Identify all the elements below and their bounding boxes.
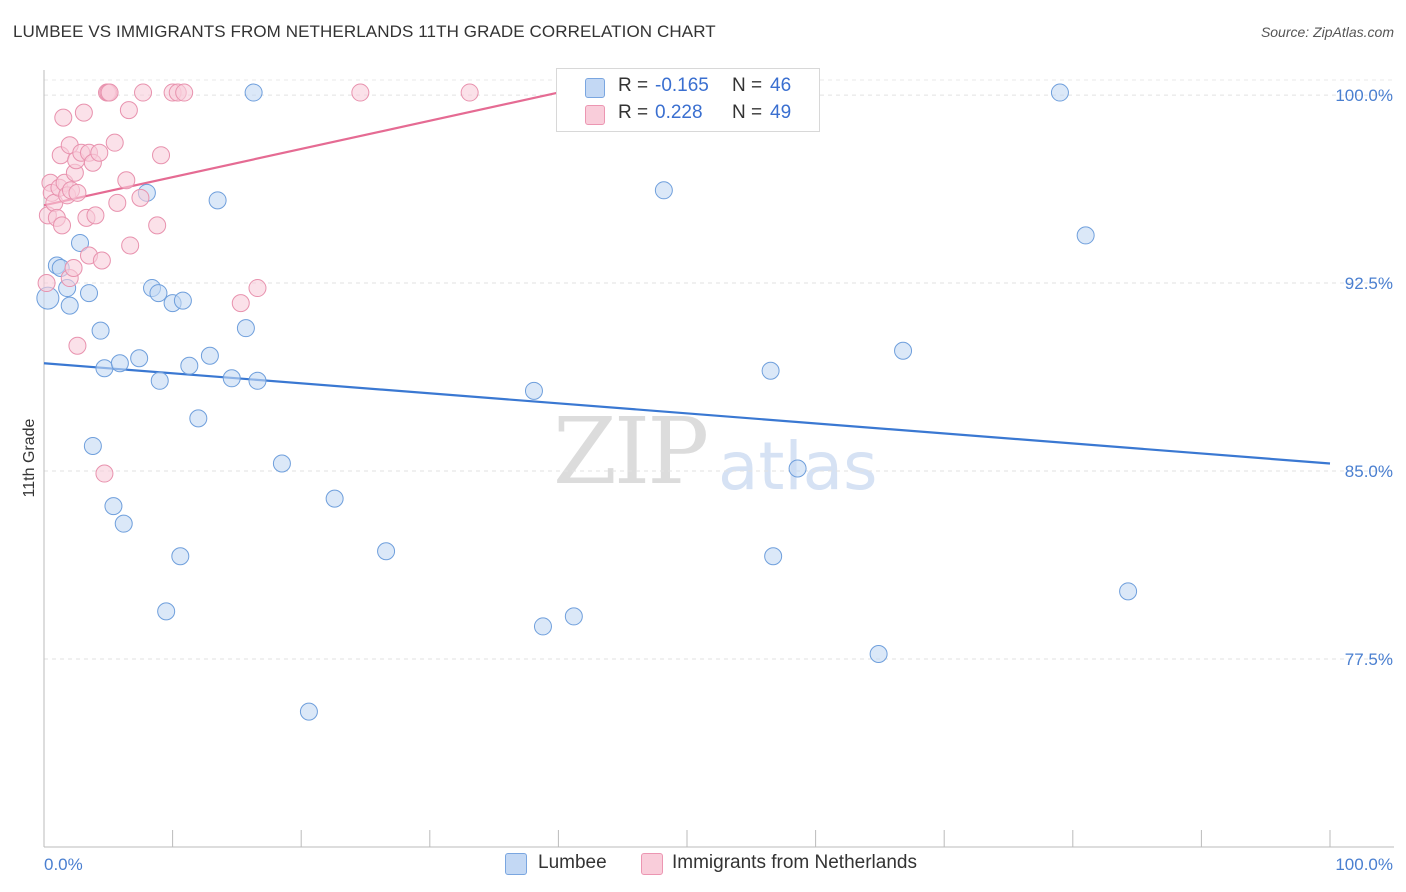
netherlands-point [152, 146, 171, 165]
y-tick-label: 77.5% [1345, 650, 1393, 669]
y-tick-label: 85.0% [1345, 462, 1393, 481]
lumbee-point [377, 542, 396, 561]
netherlands-point [131, 188, 150, 207]
netherlands-point [90, 143, 109, 162]
netherlands-point [68, 183, 87, 202]
legend-r-label: R = [618, 75, 649, 96]
netherlands-point [86, 206, 105, 225]
y-tick-label: 100.0% [1335, 86, 1393, 105]
netherlands-point [351, 83, 370, 102]
trend-lines [43, 91, 1331, 465]
lumbee-point [80, 284, 99, 303]
lumbee-point [200, 346, 219, 365]
netherlands-point [105, 133, 124, 152]
lumbee-point [524, 381, 543, 400]
lumbee-point [272, 454, 291, 473]
legend-label-netherlands: Immigrants from Netherlands [672, 852, 917, 873]
netherlands-point [231, 294, 250, 313]
legend-swatch-netherlands [585, 105, 605, 125]
x-tick-label: 0.0% [44, 855, 83, 874]
lumbee-point [788, 459, 807, 478]
legend-n-value: 49 [770, 102, 792, 123]
lumbee-point [248, 371, 267, 390]
netherlands-point [95, 464, 114, 483]
legend-n-label: N = [732, 75, 763, 96]
lumbee-point [83, 436, 102, 455]
lumbee-point [222, 369, 241, 388]
netherlands-point [134, 83, 153, 102]
gridlines [44, 79, 1394, 660]
lumbee-point [114, 514, 133, 533]
legend-swatch-lumbee [505, 853, 527, 875]
lumbee-point [149, 284, 168, 303]
lumbee-point [244, 83, 263, 102]
netherlands-point [121, 236, 140, 255]
netherlands-point [248, 279, 267, 298]
lumbee-point [180, 356, 199, 375]
lumbee-point [564, 607, 583, 626]
lumbee-point [130, 349, 149, 368]
source-credit: Source: ZipAtlas.com [1260, 24, 1394, 40]
lumbee-point [208, 191, 227, 210]
axes [43, 70, 1394, 848]
lumbee-point [1119, 582, 1138, 601]
lumbee-point [869, 645, 888, 664]
y-axis-label: 11th Grade [21, 418, 38, 497]
legend-row-lumbee: R = -0.165 N = 46 [557, 74, 819, 100]
correlation-legend: R = -0.165 N = 46 R = 0.228 N = 49 [556, 68, 820, 132]
netherlands-point [74, 103, 93, 122]
netherlands-point [92, 251, 111, 270]
x-tick-label: 100.0% [1335, 855, 1393, 874]
netherlands-point [53, 216, 72, 235]
netherlands-point [64, 259, 83, 278]
lumbee-point [1076, 226, 1095, 245]
legend-swatch-netherlands [641, 853, 663, 875]
lumbee-point [95, 359, 114, 378]
lumbee-point [236, 319, 255, 338]
lumbee-point [110, 354, 129, 373]
netherlands-point [37, 274, 56, 293]
legend-n-label: N = [732, 102, 763, 123]
legend-label-lumbee: Lumbee [538, 852, 607, 873]
lumbee-point [894, 341, 913, 360]
lumbee-point [171, 547, 190, 566]
legend-n-value: 46 [770, 75, 792, 96]
lumbee-point [189, 409, 208, 428]
lumbee-point [173, 291, 192, 310]
legend-row-netherlands: R = 0.228 N = 49 [557, 101, 819, 127]
lumbee-point [91, 321, 110, 340]
lumbee-point [157, 602, 176, 621]
legend-r-value: -0.165 [655, 75, 709, 96]
legend-r-value: 0.228 [655, 102, 703, 123]
netherlands-point [117, 171, 136, 190]
legend-r-label: R = [618, 102, 649, 123]
y-tick-label: 92.5% [1345, 274, 1393, 293]
lumbee-point [60, 296, 79, 315]
netherlands-point [119, 101, 138, 120]
chart-title: LUMBEE VS IMMIGRANTS FROM NETHERLANDS 11… [13, 22, 716, 41]
netherlands-point [68, 336, 87, 355]
lumbee-point [71, 233, 90, 252]
netherlands-point [108, 193, 127, 212]
netherlands-point [148, 216, 167, 235]
netherlands-point [460, 83, 479, 102]
lumbee-point [104, 497, 123, 516]
netherlands-point [175, 83, 194, 102]
netherlands-point [100, 83, 119, 102]
lumbee-point [761, 361, 780, 380]
lumbee-point [654, 181, 673, 200]
lumbee-point [150, 371, 169, 390]
netherlands-point [54, 108, 73, 127]
lumbee-point [299, 702, 318, 721]
legend-swatch-lumbee [585, 78, 605, 98]
lumbee-point [533, 617, 552, 636]
lumbee-point [1050, 83, 1069, 102]
data-points [36, 83, 1138, 721]
watermark-zip: ZIP [553, 398, 709, 505]
lumbee-point [764, 547, 783, 566]
lumbee-point [325, 489, 344, 508]
axis-labels: 77.5% 85.0% 92.5% 100.0% 0.0% 100.0% 11th Grad… [21, 86, 1393, 874]
